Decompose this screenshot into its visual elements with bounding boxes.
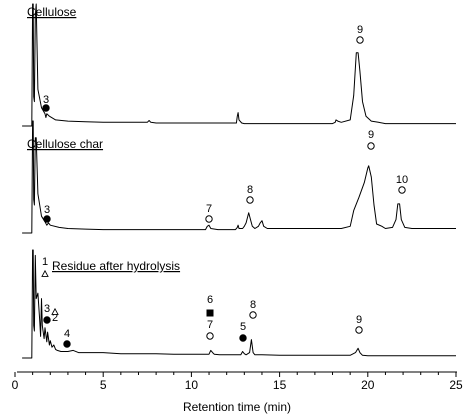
- x-axis: 0 5 10 15 20 25 Retention time (min): [12, 371, 463, 414]
- filled-circle-icon: [239, 334, 247, 342]
- chromatogram-trace: [22, 249, 456, 359]
- x-tick-label: 10: [185, 378, 199, 392]
- peak-number: 3: [44, 204, 50, 216]
- peak-marker-4: 4: [63, 328, 71, 348]
- filled-circle-icon: [42, 104, 50, 112]
- peak-marker-10: 10: [396, 174, 408, 194]
- panel-title: Cellulose: [27, 5, 77, 19]
- filled-circle-icon: [43, 316, 51, 324]
- peak-marker-3: 3: [43, 204, 51, 223]
- peak-marker-9: 9: [355, 314, 363, 334]
- open-circle-icon: [398, 186, 406, 194]
- peak-number: 4: [64, 328, 70, 340]
- open-circle-icon: [355, 326, 363, 334]
- peak-marker-9: 9: [367, 129, 375, 150]
- peak-marker-1: 1: [41, 256, 49, 277]
- panels: Cellulose 3 9 Cellulose char 3 7 8 9 10 Residue a…: [22, 3, 456, 359]
- open-triangle-icon: [51, 307, 59, 315]
- peak-number: 6: [207, 294, 213, 306]
- open-circle-icon: [249, 311, 257, 319]
- peak-marker-3: 3: [43, 303, 51, 324]
- peak-number: 10: [396, 174, 408, 186]
- peak-marker-2: 2: [51, 307, 59, 324]
- peak-marker-7: 7: [206, 319, 214, 340]
- peak-marker-5: 5: [239, 321, 247, 342]
- open-circle-icon: [246, 196, 254, 204]
- peak-number: 9: [356, 314, 362, 326]
- open-circle-icon: [206, 332, 214, 340]
- x-axis-title: Retention time (min): [183, 400, 291, 414]
- x-ticks: 0 5 10 15 20 25: [12, 372, 463, 392]
- peak-marker-6: 6: [206, 294, 214, 317]
- x-tick-label: 15: [273, 378, 287, 392]
- filled-circle-icon: [43, 215, 51, 223]
- peak-marker-9: 9: [356, 24, 364, 44]
- peak-number: 9: [368, 129, 374, 141]
- peak-number: 7: [206, 203, 212, 215]
- peak-number: 1: [42, 256, 48, 268]
- peak-number: 3: [44, 303, 50, 315]
- panel-2: Cellulose char 3 7 8 9 10: [22, 120, 456, 234]
- open-triangle-icon: [41, 269, 49, 277]
- open-circle-icon: [367, 142, 375, 150]
- peak-number: 2: [52, 312, 58, 324]
- peak-number: 9: [357, 24, 363, 36]
- peak-number: 3: [43, 94, 49, 106]
- x-tick-label: 25: [449, 378, 463, 392]
- panel-1: Cellulose 3 9: [22, 3, 456, 127]
- filled-square-icon: [206, 309, 214, 317]
- peak-marker-8: 8: [249, 299, 257, 319]
- panel-title: Residue after hydrolysis: [52, 259, 180, 273]
- peak-marker-8: 8: [246, 184, 254, 204]
- peak-number: 8: [247, 184, 253, 196]
- peak-number: 7: [207, 319, 213, 331]
- chromatogram-trace: [22, 3, 456, 127]
- x-tick-label: 20: [361, 378, 375, 392]
- x-tick-label: 0: [12, 378, 19, 392]
- peak-number: 8: [250, 299, 256, 311]
- peak-number: 5: [240, 321, 246, 333]
- filled-circle-icon: [63, 340, 71, 348]
- peak-marker-3: 3: [42, 94, 50, 112]
- panel-title: Cellulose char: [27, 137, 103, 151]
- x-tick-label: 5: [100, 378, 107, 392]
- open-circle-icon: [205, 215, 213, 223]
- peak-marker-7: 7: [205, 203, 213, 223]
- open-circle-icon: [356, 36, 364, 44]
